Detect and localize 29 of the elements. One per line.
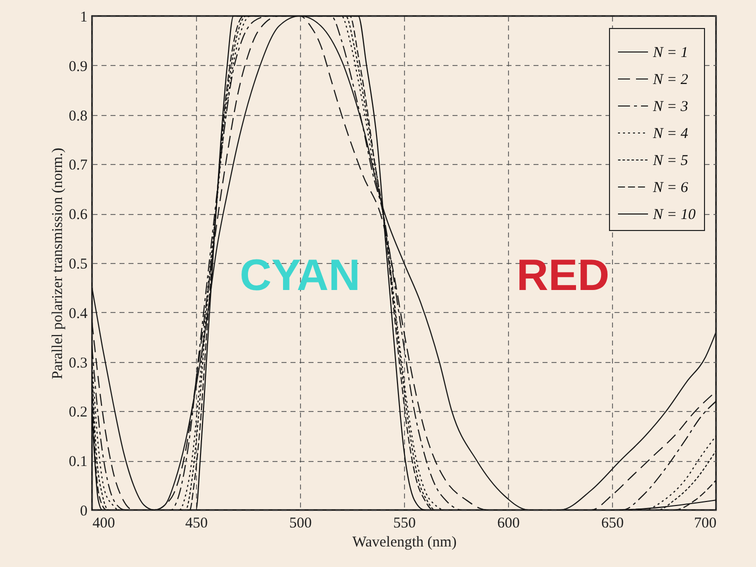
x-tick-label: 650: [601, 516, 624, 532]
x-tick-label: 400: [92, 516, 115, 532]
y-tick-label: 0.3: [68, 355, 88, 372]
x-tick-label: 500: [289, 516, 312, 532]
legend-label: N = 10: [652, 207, 696, 223]
legend-label: N = 1: [652, 45, 688, 61]
x-tick-label: 600: [497, 516, 520, 532]
y-tick-label: 0.1: [68, 454, 88, 470]
annotation: RED: [516, 251, 610, 300]
y-tick-label: 0.5: [68, 256, 88, 272]
x-tick-label: 700: [694, 516, 716, 532]
annotation: CYAN: [240, 251, 360, 300]
legend-label: N = 5: [652, 153, 689, 169]
y-tick-label: 0.8: [68, 108, 88, 124]
y-tick-label: 0.7: [68, 158, 88, 174]
y-tick-label: 0.6: [68, 207, 88, 224]
y-tick-label: 0.9: [68, 58, 88, 75]
x-tick-label: 550: [393, 516, 416, 532]
legend-label: N = 4: [652, 126, 689, 142]
legend-label: N = 6: [652, 180, 689, 196]
x-axis-title: Wavelength (nm): [352, 534, 457, 550]
x-tick-label: 450: [185, 516, 208, 532]
y-tick-label: 0.4: [68, 306, 88, 322]
y-tick-label: 0.2: [68, 404, 88, 421]
y-tick-label: 1: [80, 10, 88, 26]
legend-label: N = 2: [652, 72, 689, 88]
y-tick-label: 0: [80, 504, 88, 520]
legend-label: N = 3: [652, 99, 688, 115]
y-axis-title: Parallel polarizer transmission (norm.): [50, 148, 66, 380]
